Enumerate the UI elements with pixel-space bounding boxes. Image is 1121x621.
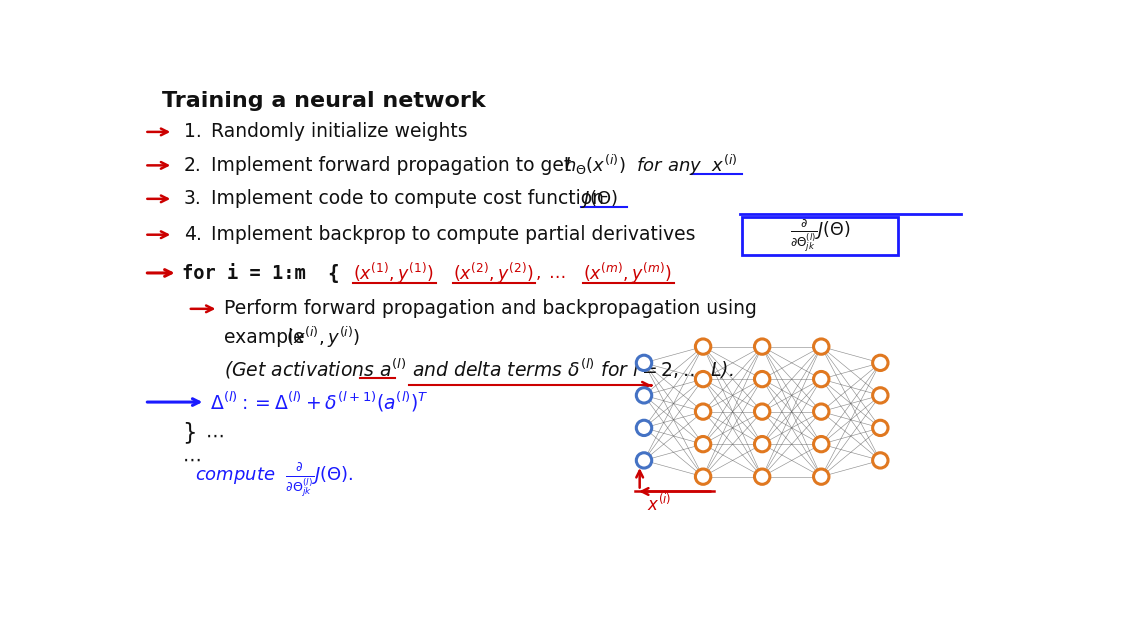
Text: $\cdots$: $\cdots$ xyxy=(182,450,201,469)
Ellipse shape xyxy=(695,371,711,387)
Ellipse shape xyxy=(814,371,828,387)
Text: $(x^{(i)}, y^{(i)})$: $(x^{(i)}, y^{(i)})$ xyxy=(286,325,360,350)
Text: 2.: 2. xyxy=(184,156,202,175)
Ellipse shape xyxy=(814,469,828,484)
Text: for i = 1:m  {: for i = 1:m { xyxy=(182,263,340,283)
Ellipse shape xyxy=(637,355,651,371)
Ellipse shape xyxy=(637,453,651,468)
Ellipse shape xyxy=(872,355,888,371)
Text: $\Delta^{(l)} := \Delta^{(l)} + \delta^{(l+1)}(a^{(l)})^T$: $\Delta^{(l)} := \Delta^{(l)} + \delta^{… xyxy=(210,390,428,414)
Text: (Get activations $a^{(l)}$ and delta terms $\delta^{(l)}$ for $l = 2,\ldots,L$).: (Get activations $a^{(l)}$ and delta ter… xyxy=(223,356,733,381)
Ellipse shape xyxy=(814,437,828,452)
Text: Training a neural network: Training a neural network xyxy=(161,91,485,111)
Text: $h_{\Theta}(x^{(i)})$  for any  $x^{(i)}$: $h_{\Theta}(x^{(i)})$ for any $x^{(i)}$ xyxy=(564,153,738,178)
Text: ,: , xyxy=(536,264,541,282)
Text: 3.: 3. xyxy=(184,189,202,208)
Ellipse shape xyxy=(695,437,711,452)
Ellipse shape xyxy=(814,404,828,419)
Ellipse shape xyxy=(872,453,888,468)
Text: $\frac{\partial}{\partial\Theta^{(l)}_{jk}}J(\Theta)$: $\frac{\partial}{\partial\Theta^{(l)}_{j… xyxy=(790,217,850,254)
Ellipse shape xyxy=(754,371,770,387)
Text: }: } xyxy=(182,422,196,445)
Text: $J(\Theta)$: $J(\Theta)$ xyxy=(581,188,618,210)
Text: 1.: 1. xyxy=(184,122,202,142)
Ellipse shape xyxy=(695,339,711,354)
Text: Implement forward propagation to get: Implement forward propagation to get xyxy=(212,156,577,175)
Text: 4.: 4. xyxy=(184,225,202,244)
Ellipse shape xyxy=(754,404,770,419)
FancyBboxPatch shape xyxy=(742,217,898,255)
Ellipse shape xyxy=(872,388,888,403)
Ellipse shape xyxy=(637,420,651,435)
Ellipse shape xyxy=(872,420,888,435)
Text: $(x^{(1)},y^{(1)})$: $(x^{(1)},y^{(1)})$ xyxy=(353,260,434,286)
Ellipse shape xyxy=(754,437,770,452)
Text: compute  $\frac{\partial}{\partial\Theta^{(l)}_{jk}} J(\Theta).$: compute $\frac{\partial}{\partial\Theta^… xyxy=(195,462,353,500)
Ellipse shape xyxy=(814,339,828,354)
Text: example: example xyxy=(223,328,316,347)
Text: $\ldots$: $\ldots$ xyxy=(548,264,566,282)
Text: $(x^{(2)},y^{(2)})$: $(x^{(2)},y^{(2)})$ xyxy=(453,260,534,286)
Ellipse shape xyxy=(754,339,770,354)
Text: $x^{(i)}$: $x^{(i)}$ xyxy=(647,494,671,515)
Text: Implement code to compute cost function: Implement code to compute cost function xyxy=(212,189,617,208)
Ellipse shape xyxy=(695,469,711,484)
Ellipse shape xyxy=(695,404,711,419)
Text: Implement backprop to compute partial derivatives: Implement backprop to compute partial de… xyxy=(212,225,696,244)
Text: Randomly initialize weights: Randomly initialize weights xyxy=(212,122,467,142)
Ellipse shape xyxy=(754,469,770,484)
Text: $\cdots$: $\cdots$ xyxy=(205,426,224,445)
Text: Perform forward propagation and backpropagation using: Perform forward propagation and backprop… xyxy=(223,299,757,319)
Text: $(x^{(m)},y^{(m)})$: $(x^{(m)},y^{(m)})$ xyxy=(583,260,671,286)
Ellipse shape xyxy=(637,388,651,403)
